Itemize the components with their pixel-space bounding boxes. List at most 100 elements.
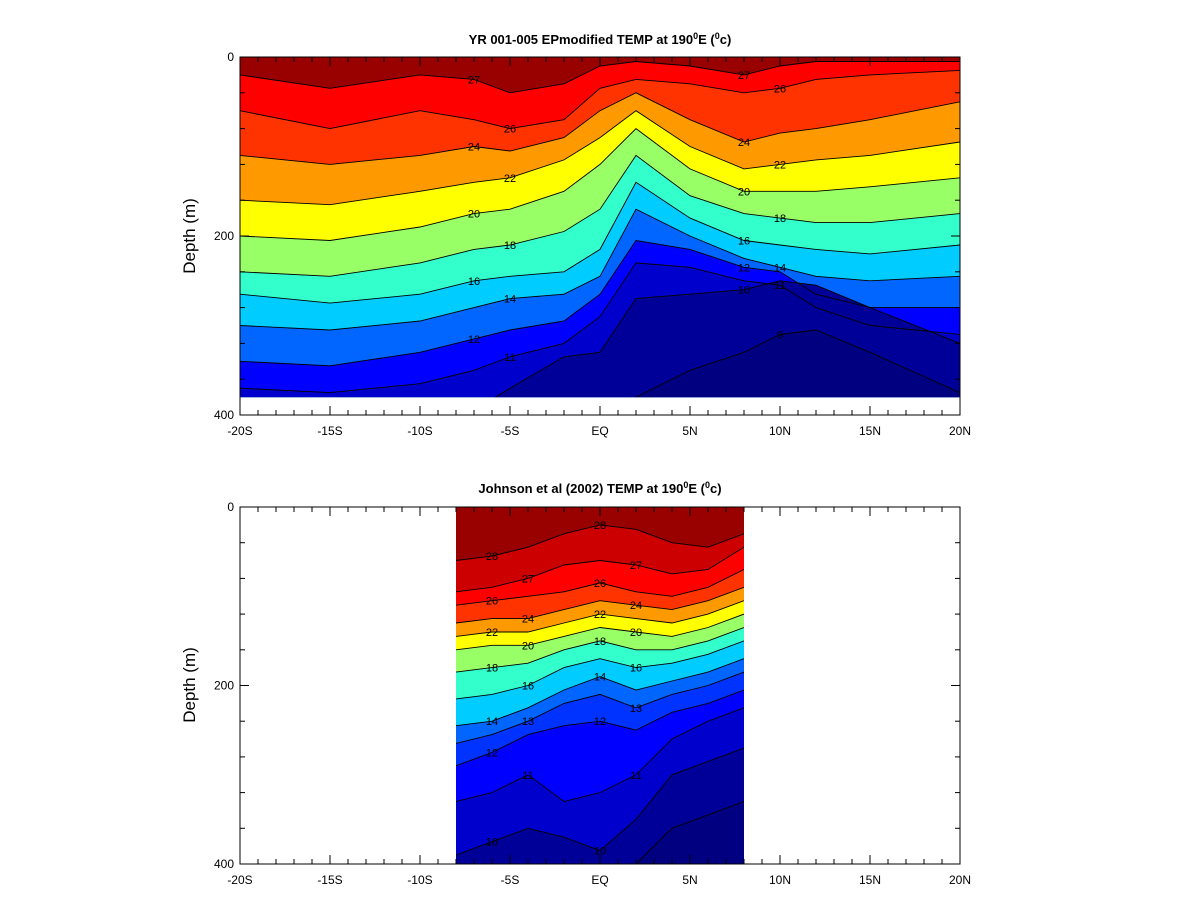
contour-label: 10	[594, 846, 606, 858]
isotherm-12	[240, 240, 960, 367]
isotherm-9	[634, 329, 960, 398]
y-tick-label: 400	[214, 408, 234, 422]
x-tick-label: EQ	[591, 873, 608, 887]
contour-label: 27	[468, 74, 480, 86]
x-tick-label: 10N	[769, 424, 791, 438]
contour-label: 28	[486, 551, 498, 563]
x-tick-label: -5S	[501, 873, 520, 887]
x-tick-label: -10S	[407, 873, 432, 887]
contour-label: 18	[774, 213, 786, 225]
contour-label: 18	[486, 663, 498, 675]
x-tick-label: 5N	[682, 424, 697, 438]
title-text: E (	[688, 481, 705, 496]
isotherm-12	[456, 689, 744, 767]
contour-label: 9	[777, 329, 783, 341]
isotherm-22	[456, 600, 744, 637]
x-tick-label: -10S	[407, 424, 432, 438]
contour-label: 14	[774, 262, 786, 274]
contour-label: 12	[486, 747, 498, 759]
isotherm-10	[456, 747, 744, 856]
contour-label: 20	[468, 209, 480, 221]
bottom-panel: Johnson et al (2002) TEMP at 1900E (0c) …	[180, 480, 971, 887]
isotherm-16	[456, 640, 744, 700]
isotherm-11	[240, 262, 960, 394]
temperature-field: 28 28 27 27 26 26 24 24 22 22 20 20 18 18 16 16 14 14 13 13…	[456, 507, 744, 864]
y-axis-label: Depth (m)	[180, 198, 199, 274]
contour-label: 20	[522, 640, 534, 652]
isotherm-26	[240, 69, 960, 130]
contour-label: 24	[630, 600, 642, 612]
contour-label: 27	[738, 70, 750, 82]
isotherm-16	[240, 181, 960, 304]
isotherm-10	[494, 280, 960, 398]
contour-label: 16	[630, 663, 642, 675]
contour-label: 14	[594, 672, 606, 684]
contour-label: 10	[738, 285, 750, 297]
title-text: Johnson et al (2002) TEMP at 190	[478, 481, 683, 496]
contour-label: 10	[486, 837, 498, 849]
contour-label: 22	[594, 609, 606, 621]
title-text: E (	[698, 32, 715, 47]
title-sup: 0	[705, 480, 710, 490]
isotherm-9	[456, 801, 744, 864]
x-tick-label: 20N	[949, 424, 971, 438]
contour-label: 24	[738, 137, 750, 149]
contour-label: 11	[522, 770, 533, 782]
isotherm-13	[456, 671, 744, 744]
contour-label: 13	[522, 716, 534, 728]
title-text: c)	[720, 32, 732, 47]
x-tick-label: EQ	[591, 424, 608, 438]
contour-label: 28	[594, 520, 606, 532]
contour-label: 12	[468, 334, 480, 346]
contour-label: 26	[594, 578, 606, 590]
contour-label: 20	[630, 627, 642, 639]
contour-label: 16	[522, 681, 534, 693]
y-tick-label: 0	[227, 50, 234, 64]
isotherm-24	[456, 586, 744, 624]
x-tick-label: 15N	[859, 873, 881, 887]
x-tick-label: -20S	[227, 424, 252, 438]
isotherm-26	[456, 569, 744, 606]
contour-label: 11	[504, 352, 515, 364]
x-tick-label: -20S	[227, 873, 252, 887]
isotherm-20	[240, 128, 960, 241]
isotherm-27	[456, 546, 744, 593]
isotherm-14	[240, 208, 960, 331]
isotherm-27	[240, 61, 960, 94]
contour-label: 22	[504, 173, 516, 185]
contour-label: 27	[522, 573, 534, 585]
isotherm-14	[456, 658, 744, 727]
y-tick-label: 200	[214, 679, 234, 693]
isotherm-24	[240, 92, 960, 165]
contour-label: 22	[774, 159, 786, 171]
isotherm-11	[456, 707, 744, 802]
isotherm-18	[456, 627, 744, 673]
x-tick-label: -15S	[317, 873, 342, 887]
isotherm-22	[240, 110, 960, 206]
contour-label: 22	[486, 627, 498, 639]
x-tick-label: -5S	[501, 424, 520, 438]
x-tick-label: 15N	[859, 424, 881, 438]
x-tick-label: -15S	[317, 424, 342, 438]
title-sup: 0	[693, 31, 698, 41]
contour-label: 11	[774, 280, 785, 292]
contour-label: 16	[468, 276, 480, 288]
y-tick-label: 400	[214, 857, 234, 871]
temp-band-9	[635, 330, 960, 398]
panel-title: YR 001-005 EPmodified TEMP at 1900E (0c)	[469, 31, 732, 47]
contour-label: 13	[630, 703, 642, 715]
contour-label: 27	[630, 560, 642, 572]
temp-band-9	[456, 801, 744, 864]
contour-label: 14	[504, 294, 516, 306]
x-tick-label: 20N	[949, 873, 971, 887]
contour-label: 26	[774, 83, 786, 95]
contour-label: 16	[738, 235, 750, 247]
plot-area: 28 28 27 27 26 26 24 24 22 22 20 20 18 18 16 16 14 14 13 13…	[214, 500, 971, 887]
contour-label: 20	[738, 186, 750, 198]
plot-area: 27 27 26 26 24 24 22 22 20 20 18 18 16 16 14 14 12 12 11 11…	[214, 50, 971, 438]
contour-label: 12	[738, 262, 750, 274]
contour-label: 18	[594, 636, 606, 648]
title-sup: 0	[683, 480, 688, 490]
title-text: c)	[710, 481, 722, 496]
